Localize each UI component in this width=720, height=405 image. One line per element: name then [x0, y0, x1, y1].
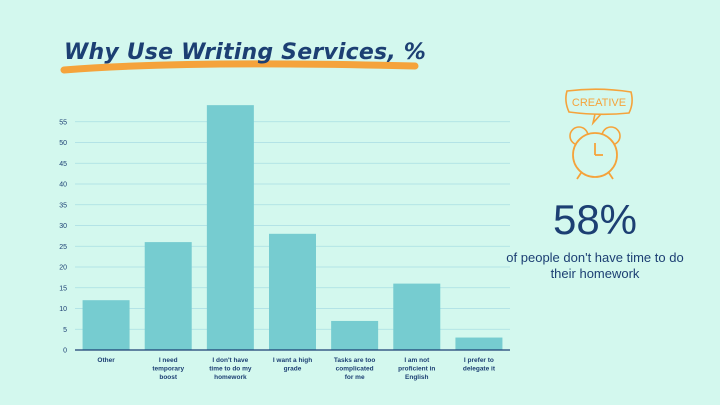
- bar: [331, 320, 379, 350]
- x-tick-label: I need: [159, 357, 178, 364]
- x-tick-label: English: [405, 374, 429, 381]
- x-tick-label: boost: [159, 374, 178, 381]
- y-tick-label: 25: [59, 244, 67, 251]
- x-tick-label: grade: [284, 366, 302, 373]
- x-tick-label: homework: [214, 374, 247, 381]
- alarm-clock-icon: CREATIVE: [565, 88, 633, 180]
- bar: [269, 233, 316, 350]
- title-underline: [60, 60, 419, 74]
- x-tick-label: Other: [97, 357, 115, 364]
- x-tick-label: I am not: [404, 357, 430, 364]
- y-tick-label: 55: [59, 119, 67, 126]
- x-tick-label: delegate it: [463, 366, 496, 373]
- x-tick-label: for me: [345, 374, 365, 381]
- x-tick-label: time to do my: [209, 366, 252, 373]
- y-tick-label: 20: [59, 265, 67, 272]
- y-tick-label: 10: [59, 306, 67, 313]
- y-tick-label: 30: [59, 223, 67, 230]
- y-tick-label: 5: [63, 327, 67, 334]
- bar: [206, 105, 254, 351]
- y-tick-label: 35: [59, 202, 67, 209]
- y-axis-ticks: 0 5 10 15 20 25 30 35 40 45 50 55: [59, 119, 67, 354]
- x-tick-label: proficient in: [398, 366, 435, 373]
- bar: [393, 283, 441, 350]
- callout-value: 58%: [552, 196, 638, 243]
- y-tick-label: 45: [59, 161, 67, 168]
- callout-text: of people don't have time to do their ho…: [506, 250, 684, 281]
- y-tick-label: 50: [59, 140, 67, 147]
- chart-title: Why Use Writing Services, %: [64, 40, 426, 65]
- speech-bubble-icon: CREATIVE: [565, 88, 633, 126]
- bar: [82, 300, 130, 350]
- y-tick-label: 0: [63, 348, 67, 355]
- y-tick-label: 15: [59, 285, 67, 292]
- x-tick-label: complicated: [336, 366, 374, 373]
- badge-text: CREATIVE: [572, 97, 626, 109]
- x-tick-label: I don't have: [212, 357, 248, 364]
- x-tick-label: temporary: [152, 366, 184, 373]
- x-tick-label: Tasks are too: [334, 357, 375, 364]
- bar: [455, 337, 503, 350]
- x-tick-label: I want a high: [273, 357, 312, 364]
- bar: [144, 242, 192, 350]
- y-tick-label: 40: [59, 182, 67, 189]
- x-tick-label: I prefer to: [464, 357, 494, 364]
- bars: [82, 105, 503, 351]
